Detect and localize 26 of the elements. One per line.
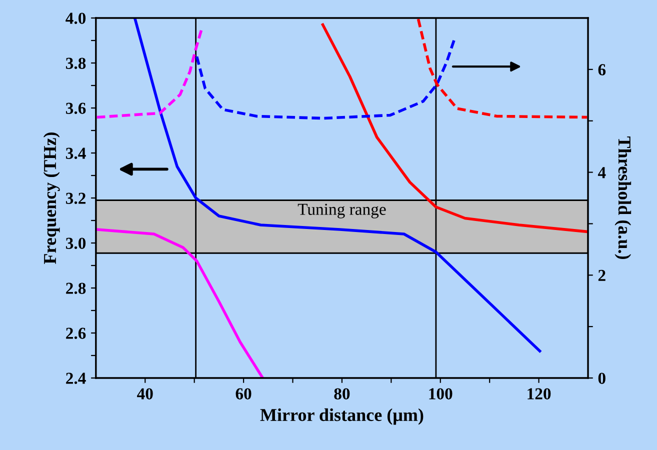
y-tick-label: 3.6	[66, 102, 86, 114]
y-tick-label: 3.0	[66, 238, 86, 250]
y-tick-label: 3.8	[66, 58, 86, 70]
y-axis-title: Frequency (THz)	[43, 132, 60, 264]
y2-axis-title: Threshold (a.u.)	[614, 136, 632, 259]
y2-tick-label: 0	[598, 372, 606, 384]
y2-tick-label: 6	[598, 64, 606, 76]
y-tick-label: 3.2	[66, 192, 86, 204]
line-series	[416, 18, 588, 119]
y-tick-label: 2.6	[66, 328, 86, 340]
y-tick-label: 3.4	[66, 148, 86, 160]
x-tick-label: 40	[137, 388, 153, 400]
x-tick-label: 100	[429, 388, 452, 400]
line-series	[133, 18, 542, 352]
x-tick-label: 120	[528, 388, 551, 400]
band-label: Tuning range	[298, 204, 386, 218]
y2-tick-label: 4	[598, 167, 606, 178]
line-series	[96, 27, 204, 119]
x-tick-label: 60	[236, 388, 252, 400]
x-tick-label: 80	[334, 388, 350, 400]
x-axis-title: Mirror distance (μm)	[260, 408, 424, 425]
y-tick-label: 2.8	[66, 282, 86, 294]
line-series	[96, 228, 264, 378]
y-tick-label: 4.0	[66, 12, 86, 24]
y2-tick-label: 2	[598, 270, 606, 281]
y-tick-label: 2.4	[66, 372, 86, 384]
